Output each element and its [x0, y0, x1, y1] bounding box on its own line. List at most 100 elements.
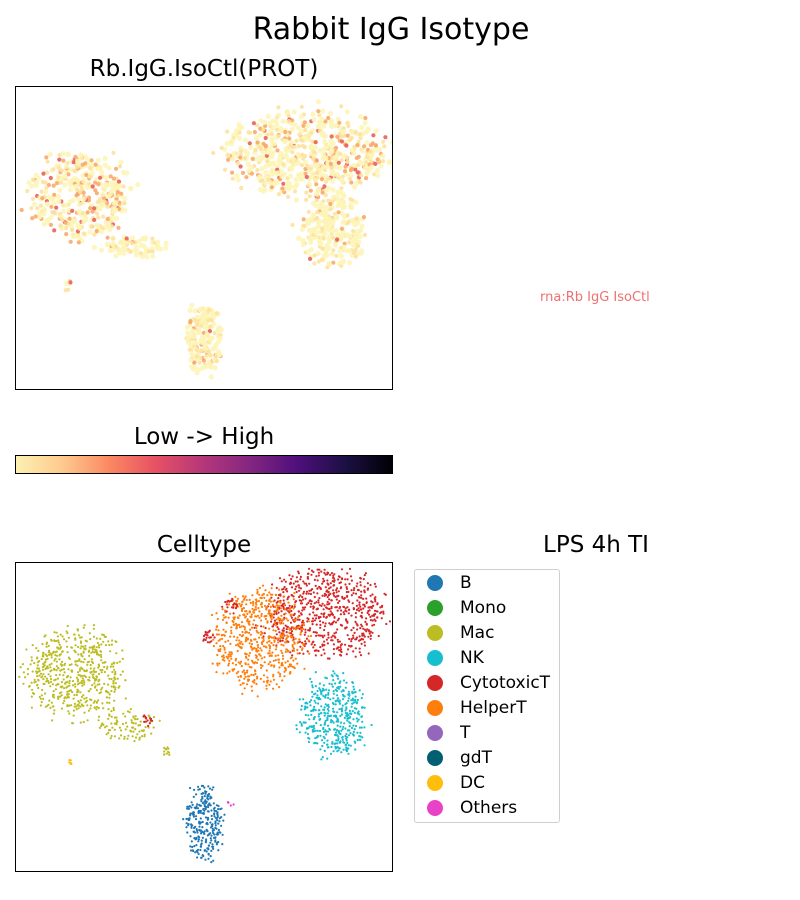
legend-item-mac: Mac — [415, 620, 494, 645]
expression-point — [235, 177, 241, 183]
celltype-point — [108, 643, 111, 647]
celltype-point — [272, 659, 275, 662]
expression-point — [115, 189, 120, 195]
celltype-point — [111, 670, 114, 674]
celltype-point — [327, 691, 330, 695]
celltype-point — [54, 688, 58, 691]
celltype-point — [322, 684, 325, 687]
expression-point — [359, 124, 365, 131]
celltype-point — [363, 635, 366, 638]
celltype-point — [265, 687, 268, 690]
celltype-point — [108, 701, 111, 704]
celltype-point — [45, 654, 49, 658]
celltype-point — [243, 626, 246, 629]
celltype-point — [188, 805, 191, 808]
expression-point — [340, 219, 346, 225]
celltype-point — [281, 629, 284, 632]
expression-point — [299, 104, 304, 109]
celltype-point — [64, 696, 67, 699]
celltype-point — [319, 623, 322, 626]
celltype-point — [89, 638, 92, 641]
celltype-point — [219, 808, 222, 811]
celltype-point — [75, 708, 78, 711]
celltype-point — [355, 717, 358, 720]
celltype-point — [334, 621, 338, 624]
celltype-point — [55, 665, 59, 668]
celltype-point — [45, 680, 48, 683]
celltype-point — [38, 669, 41, 672]
expression-point — [185, 330, 191, 336]
celltype-point — [229, 612, 232, 615]
celltype-point — [323, 625, 327, 628]
celltype-point — [80, 654, 83, 657]
celltype-point — [152, 716, 156, 719]
celltype-point — [261, 594, 264, 597]
celltype-point — [104, 635, 107, 638]
expression-point — [76, 196, 82, 202]
celltype-point — [83, 711, 86, 714]
celltype-point — [79, 641, 83, 644]
celltype-point — [360, 623, 363, 626]
celltype-point — [296, 580, 299, 583]
expression-point — [124, 236, 129, 241]
celltype-point — [60, 707, 64, 710]
celltype-point — [281, 634, 284, 638]
celltype-point — [212, 847, 215, 850]
celltype-point — [331, 639, 334, 642]
celltype-point — [312, 724, 315, 727]
celltype-point — [202, 634, 206, 638]
celltype-point — [291, 654, 294, 657]
celltype-point — [287, 635, 290, 638]
celltype-point — [197, 788, 200, 791]
expression-point — [337, 237, 343, 243]
celltype-point — [118, 685, 121, 688]
celltype-point — [283, 666, 287, 669]
celltype-cluster-cytotoxict — [142, 714, 154, 727]
celltype-point — [354, 655, 357, 658]
celltype-point — [346, 578, 349, 581]
celltype-point — [272, 623, 275, 626]
celltype-point — [47, 680, 50, 683]
celltype-point — [164, 747, 167, 751]
celltype-point — [336, 711, 339, 714]
celltype-point — [272, 629, 275, 632]
celltype-point — [147, 714, 150, 717]
celltype-point — [385, 622, 388, 626]
celltype-point — [210, 834, 213, 837]
celltype-point — [242, 606, 245, 610]
expression-scatter-svg — [19, 99, 392, 380]
celltype-point — [65, 630, 68, 633]
expression-point — [76, 235, 82, 241]
celltype-point — [273, 635, 276, 638]
expression-point — [349, 166, 354, 172]
celltype-point — [66, 690, 69, 693]
celltype-point — [348, 608, 351, 611]
celltype-point — [110, 734, 113, 738]
expression-point — [248, 164, 255, 171]
celltype-point — [343, 613, 346, 616]
celltype-point — [248, 675, 251, 678]
expression-point — [90, 209, 95, 214]
celltype-point — [215, 671, 218, 674]
celltype-point — [75, 676, 78, 679]
expression-point — [335, 203, 341, 209]
celltype-point — [58, 643, 61, 646]
celltype-point — [298, 589, 301, 592]
celltype-point — [311, 695, 314, 698]
celltype-point — [88, 654, 91, 657]
celltype-point — [333, 728, 336, 731]
celltype-point — [295, 576, 298, 579]
expression-point — [48, 175, 53, 181]
celltype-point — [217, 649, 220, 652]
celltype-point — [274, 654, 277, 657]
celltype-point — [218, 817, 221, 820]
expression-point — [87, 229, 93, 235]
celltype-point — [57, 641, 60, 644]
celltype-point — [261, 664, 264, 667]
expression-point — [316, 109, 321, 114]
celltype-point — [45, 642, 48, 646]
expression-point — [99, 228, 105, 235]
celltype-point — [361, 720, 364, 723]
celltype-point — [218, 831, 221, 834]
celltype-point — [112, 706, 115, 710]
